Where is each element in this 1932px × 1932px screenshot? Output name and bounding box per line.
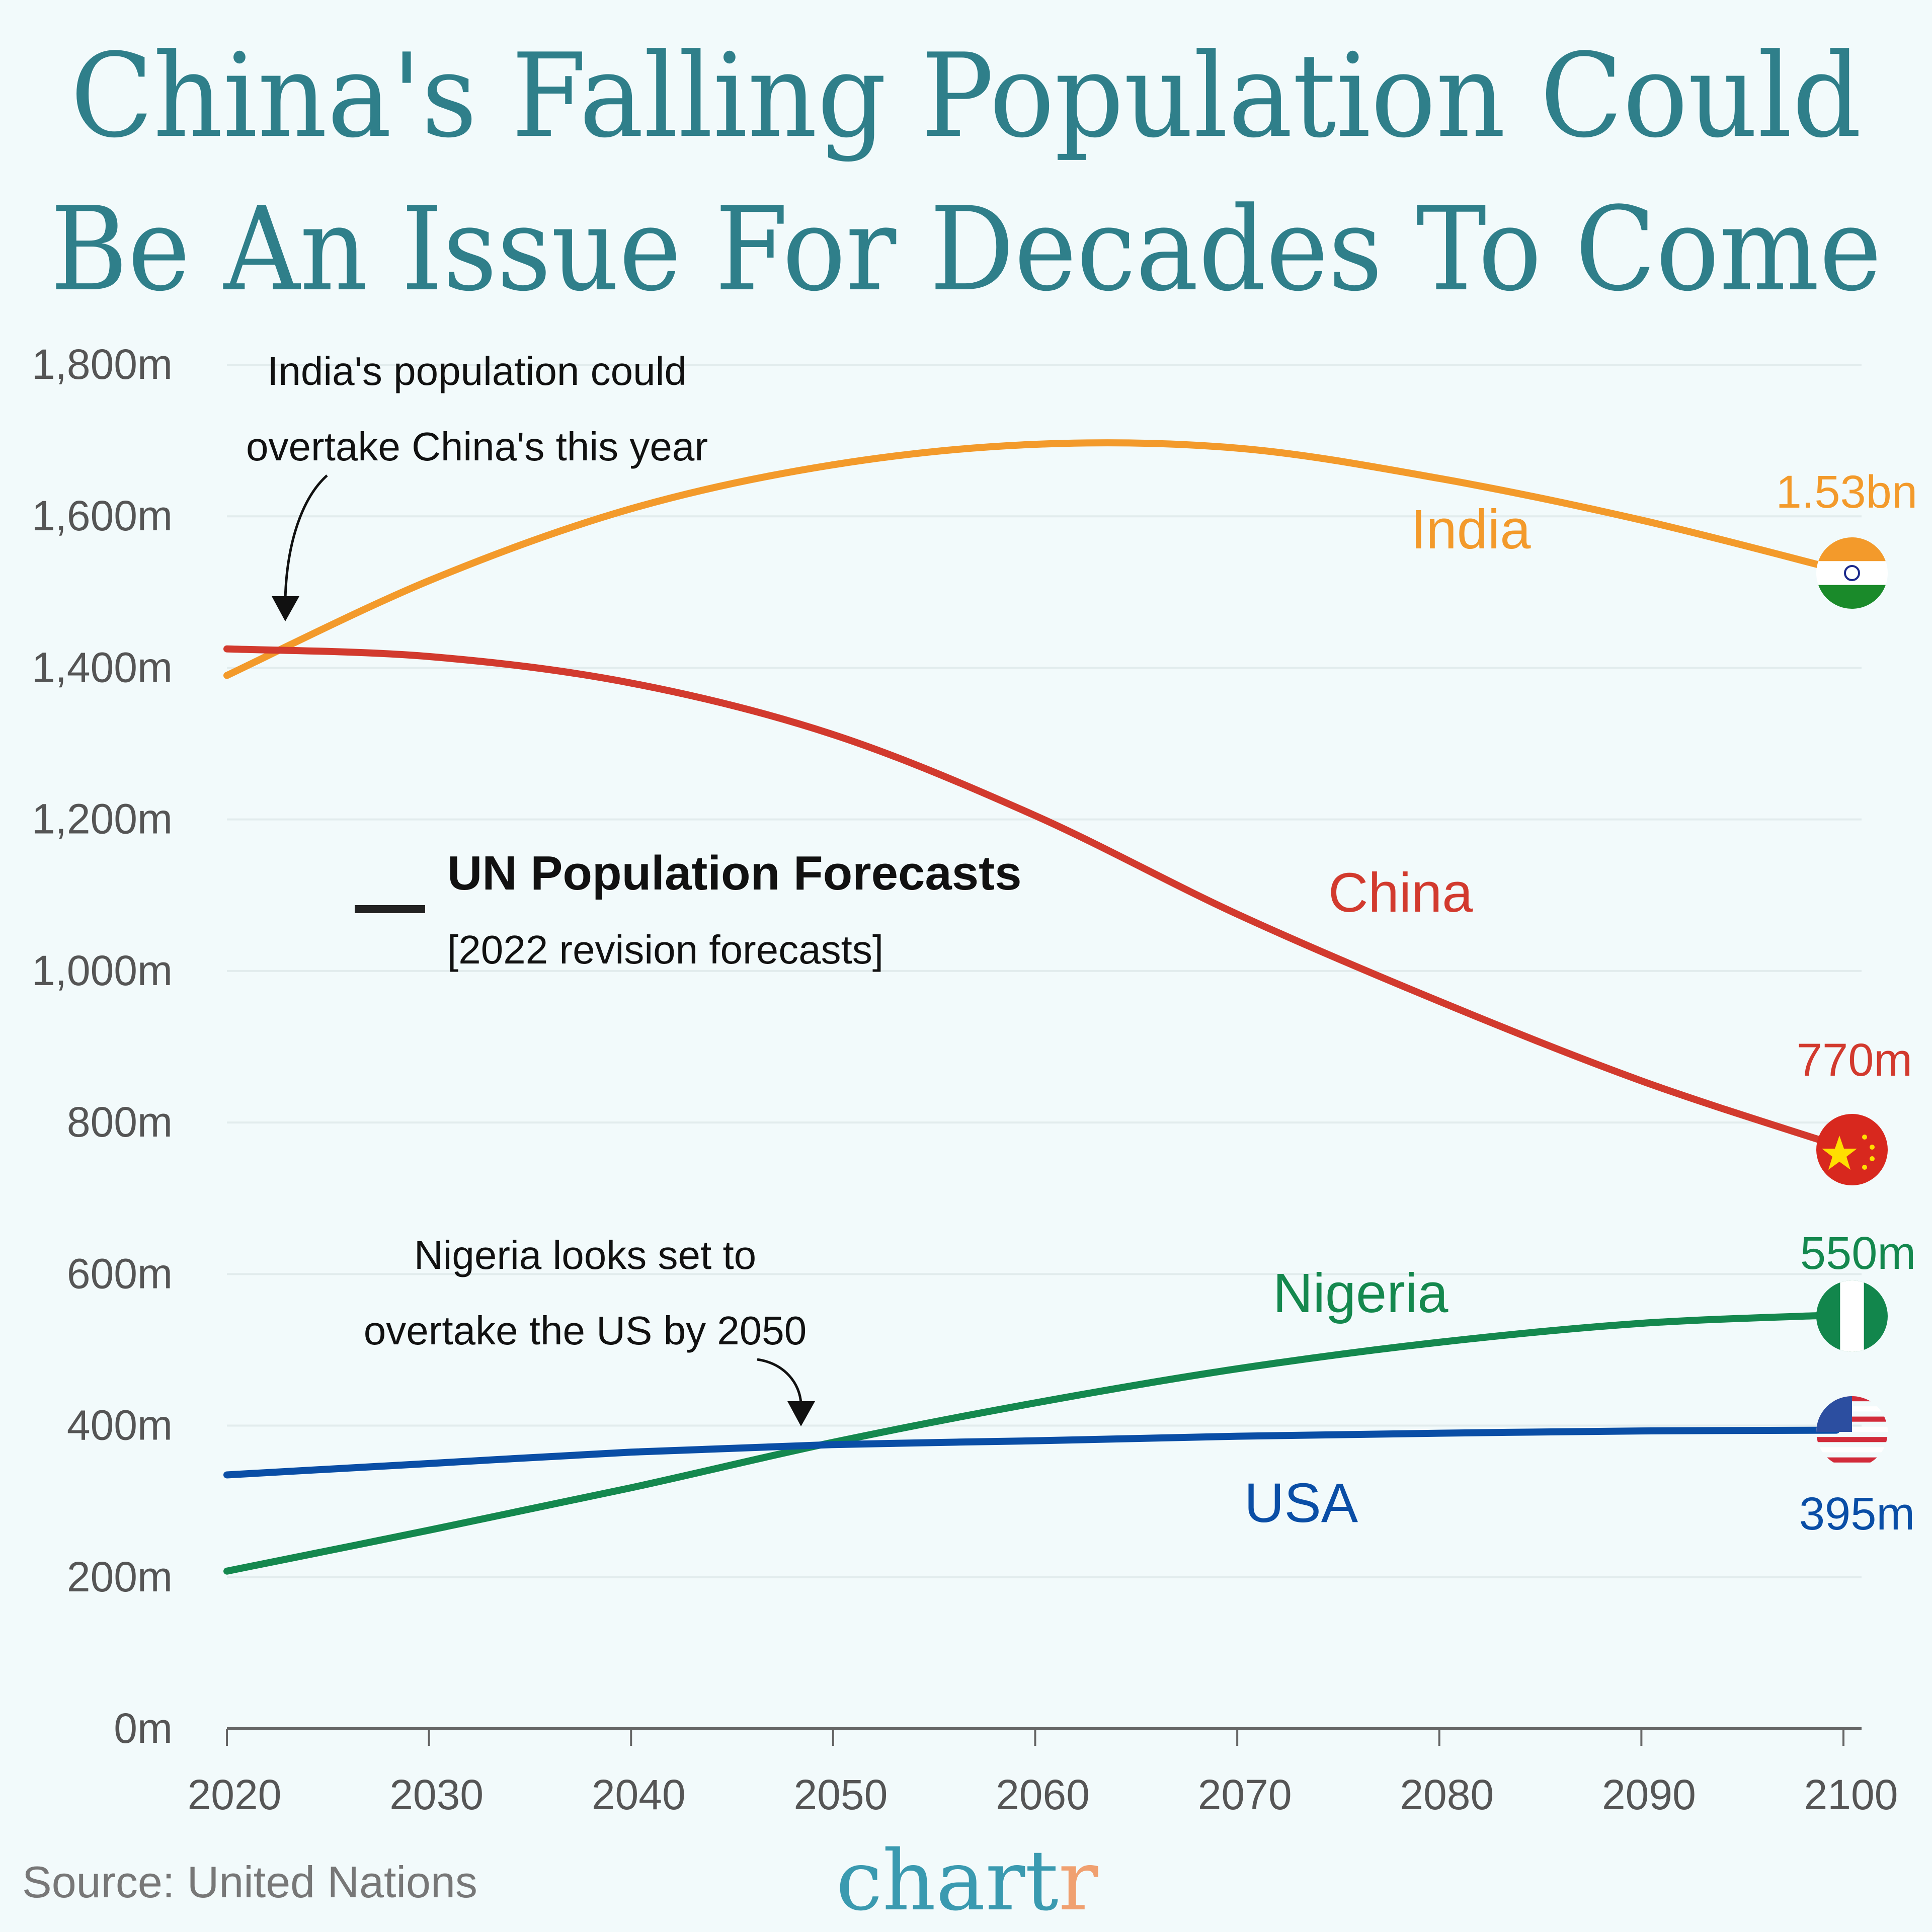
stripe [1816, 1437, 1888, 1442]
y-tick-label: 1,600m [32, 492, 173, 539]
star-icon [1822, 1136, 1857, 1170]
y-tick-label: 1,400m [32, 643, 173, 691]
china-line [223, 645, 1840, 1149]
x-tick-label: 2020 [188, 1771, 282, 1818]
small-star-icon [1870, 1145, 1875, 1150]
y-tick-label: 1,800m [32, 341, 173, 388]
y-tick-label: 1,200m [32, 795, 173, 843]
usa-series-label: USA [1244, 1472, 1358, 1534]
india-annotation-arrow [284, 474, 328, 599]
india-end-value: 1.53bn [1776, 466, 1917, 518]
small-star-icon [1862, 1165, 1867, 1170]
usa-end-value: 395m [1799, 1488, 1915, 1540]
canton [1816, 1396, 1852, 1432]
green-band [1816, 585, 1888, 609]
title-line-1: China's Falling Population Could [70, 29, 1862, 164]
small-star-icon [1870, 1156, 1875, 1161]
chakra-icon [1844, 565, 1860, 581]
y-tick-label: 800m [67, 1098, 173, 1146]
stripe [1816, 1447, 1888, 1453]
nigeria-flag-icon [1816, 1280, 1888, 1352]
x-tick-label: 2050 [793, 1771, 888, 1818]
usa-flag-icon [1816, 1396, 1888, 1463]
india-flag-icon [1816, 537, 1888, 609]
arrowhead-icon [787, 1401, 815, 1426]
nigeria-series-label: Nigeria [1273, 1262, 1448, 1324]
usa-line [223, 1426, 1840, 1479]
legend-subtitle: [2022 revision forecasts] [447, 927, 883, 972]
india-annotation-line-2: overtake China's this year [246, 424, 708, 469]
flags [1816, 537, 1888, 1463]
china-end-value: 770m [1797, 1034, 1912, 1086]
y-tick-label: 200m [67, 1553, 173, 1600]
y-tick-label: 0m [114, 1705, 173, 1752]
india-flag-body [1816, 537, 1888, 609]
nigeria-flag-body [1816, 1280, 1888, 1352]
nigeria-annotation-arrow [757, 1358, 802, 1404]
series-labels: India 1.53bn China 770m Nigeria 550m USA 395m [1244, 466, 1917, 1540]
china-flag-body [1816, 1114, 1888, 1185]
y-tick-label: 400m [67, 1402, 173, 1449]
china-series-label: China [1328, 862, 1473, 924]
stripe [1816, 1457, 1888, 1463]
nigeria-line [223, 1311, 1840, 1575]
india-series-label: India [1411, 499, 1531, 560]
y-tick-label: 600m [67, 1250, 173, 1297]
saffron-band [1816, 537, 1888, 561]
x-tick-label: 2100 [1804, 1771, 1898, 1818]
nigeria-annotation-line-2: overtake the US by 2050 [364, 1308, 807, 1353]
axes: 0m 200m 400m 600m 800m 1,000m 1,200m 1,400m 1,60… [32, 341, 1898, 1818]
y-tick-label: 1,000m [32, 947, 173, 994]
x-tick-label: 2060 [996, 1771, 1090, 1818]
small-star-icon [1862, 1135, 1867, 1140]
china-flag-icon [1816, 1114, 1888, 1185]
arrowhead-icon [272, 596, 299, 621]
x-tick-label: 2040 [592, 1771, 686, 1818]
source-note: Source: United Nations [22, 1857, 477, 1907]
nigeria-annotation-line-1: Nigeria looks set to [414, 1233, 756, 1277]
series-lines [223, 439, 1840, 1575]
x-tick-label: 2090 [1602, 1771, 1696, 1818]
x-tick-label: 2030 [389, 1771, 484, 1818]
chartr-logo: chartr [836, 1832, 1098, 1929]
nigeria-end-value: 550m [1800, 1228, 1916, 1279]
usa-flag-body [1816, 1396, 1888, 1463]
logo-accent: r [1059, 1832, 1098, 1929]
india-annotation-line-1: India's population could [267, 349, 687, 393]
x-tick-label: 2080 [1400, 1771, 1494, 1818]
white-band [1840, 1280, 1864, 1352]
white-band [1816, 561, 1888, 585]
india-line [223, 439, 1840, 679]
title-line-2: Be An Issue For Decades To Come [50, 183, 1882, 317]
legend-title: UN Population Forecasts [447, 846, 1022, 900]
logo-main: chart [836, 1832, 1058, 1929]
x-tick-label: 2070 [1198, 1771, 1292, 1818]
